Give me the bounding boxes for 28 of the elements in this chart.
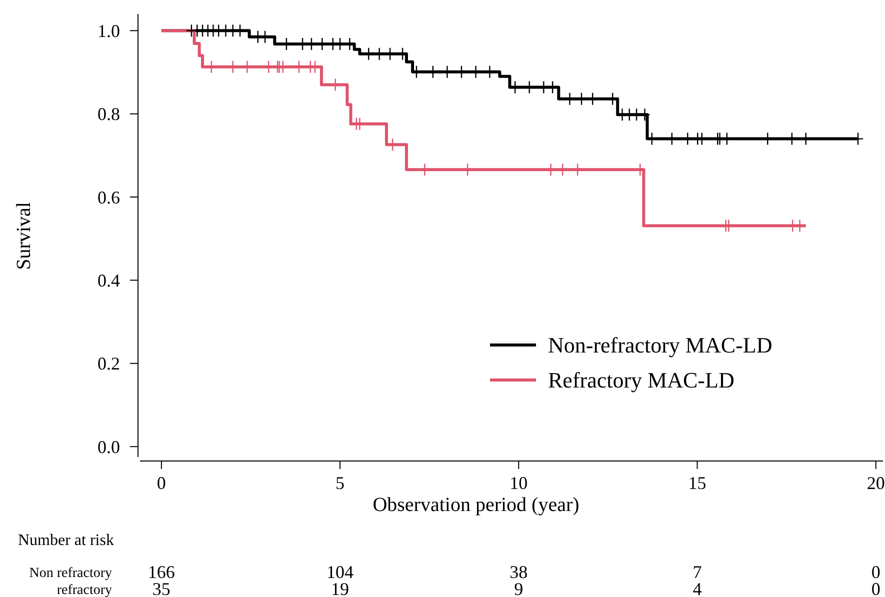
x-tick-label: 10 xyxy=(510,473,528,493)
text: 0 xyxy=(871,579,880,597)
y-tick-label: 0.4 xyxy=(98,270,120,291)
text: 9 xyxy=(514,579,524,597)
text: 104 xyxy=(326,562,354,582)
text: refractory xyxy=(56,583,112,597)
text: 38 xyxy=(510,562,528,582)
y-axis-title: Survival xyxy=(13,202,35,270)
text: Number at risk xyxy=(18,532,114,549)
text: 4 xyxy=(692,579,702,597)
text: Non refractory xyxy=(29,566,112,581)
x-tick-label: 15 xyxy=(688,473,706,493)
x-tick-label: 20 xyxy=(866,473,885,493)
text: 0 xyxy=(871,562,880,582)
text: 166 xyxy=(148,562,175,582)
y-tick-label: 0.0 xyxy=(98,436,120,457)
y-tick-label: 1.0 xyxy=(98,20,120,41)
x-tick-label: 5 xyxy=(336,473,345,493)
x-axis-title: Observation period (year) xyxy=(372,494,580,516)
legend-label: Refractory MAC-LD xyxy=(548,368,734,393)
legend-label: Non-refractory MAC-LD xyxy=(548,332,772,358)
y-tick-label: 0.8 xyxy=(98,104,120,124)
text: 19 xyxy=(331,579,350,597)
text: 35 xyxy=(152,579,170,597)
y-tick-label: 0.2 xyxy=(98,354,120,374)
text: 7 xyxy=(692,562,702,582)
x-tick-label: 0 xyxy=(156,473,166,493)
y-tick-label: 0.6 xyxy=(98,187,120,208)
